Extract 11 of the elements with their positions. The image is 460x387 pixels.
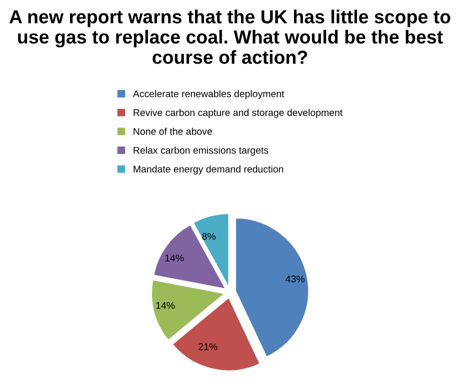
legend-label: Relax carbon emissions targets [134, 146, 268, 156]
legend-label: Accelerate renewables deployment [132, 90, 284, 100]
legend-label: None of the above [134, 128, 212, 135]
legend-label: Revive carbon capture and storage development [134, 108, 343, 118]
data-label: 21% [198, 343, 218, 350]
legend-label: Mandate energy demand reduction [134, 165, 284, 174]
chart-title: A new report warns that the UK has little scope to use gas to replace coal. What would be the best course of action? [9, 10, 450, 64]
data-label: 43% [286, 276, 304, 282]
data-label: 14% [165, 254, 184, 262]
data-label: 14% [156, 302, 175, 309]
data-label: 8% [202, 232, 216, 240]
